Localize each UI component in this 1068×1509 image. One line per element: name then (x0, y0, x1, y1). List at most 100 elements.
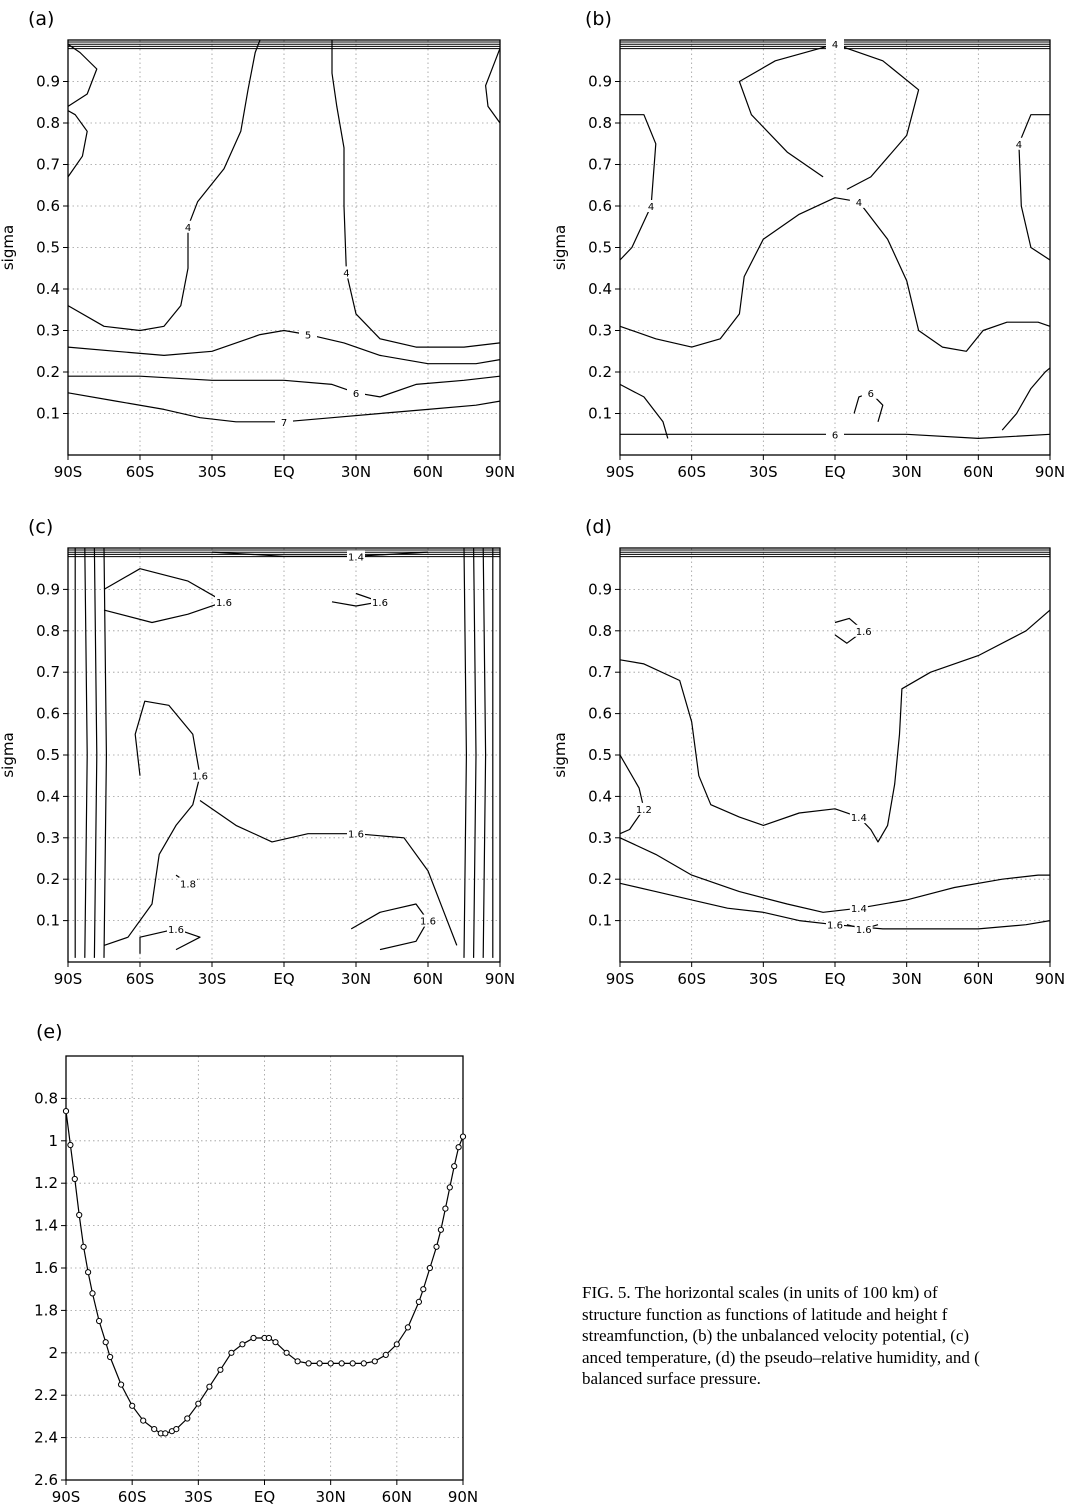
y-tick-label: 2.4 (34, 1429, 58, 1447)
contour-label-bg (337, 266, 356, 279)
y-tick-label: 0.5 (36, 746, 60, 764)
y-tick-label: 0.8 (36, 622, 60, 640)
y-tick-label: 0.3 (36, 322, 60, 340)
contour-label: 1.4 (348, 552, 364, 563)
data-point (239, 1341, 246, 1348)
y-tick-label: 0.1 (36, 405, 60, 423)
contour-label: 1.6 (348, 830, 364, 841)
plot-frame (67, 39, 501, 456)
contour-label-bg (347, 550, 365, 563)
x-tick-label: 60S (126, 970, 155, 988)
x-tick-label: 60N (963, 463, 993, 481)
data-point (71, 1175, 78, 1183)
y-tick-label: 1.2 (34, 1174, 58, 1192)
contour-line (84, 547, 88, 958)
data-point (85, 1269, 92, 1276)
data-point (195, 1400, 202, 1407)
x-tick-label: 90S (606, 970, 635, 988)
x-tick-label: 30N (316, 1488, 346, 1506)
data-point (420, 1286, 427, 1293)
y-axis-label: sigma (551, 732, 569, 777)
caption-line: anced temperature, (d) the pseudo–relati… (582, 1347, 980, 1367)
y-tick-label: 1.6 (34, 1259, 58, 1277)
data-point (442, 1205, 449, 1212)
contour-label: 6 (832, 430, 838, 441)
contour-label: 1.6 (168, 925, 184, 936)
contour-label-bg (634, 802, 653, 815)
contour-line (463, 547, 467, 958)
data-point (162, 1430, 169, 1437)
x-tick-label: 30S (184, 1488, 213, 1506)
y-tick-label: 0.2 (588, 363, 612, 381)
contour-line (67, 110, 88, 178)
x-tick-label: 30N (892, 463, 922, 481)
y-tick-label: 0.2 (36, 870, 60, 888)
contour-label-bg (299, 328, 317, 341)
contour-label: 1.6 (216, 598, 232, 609)
data-point (437, 1226, 444, 1233)
figure-caption: FIG. 5. The horizontal scales (in units … (582, 1282, 1068, 1390)
x-tick-label: 30S (749, 463, 778, 481)
data-point (173, 1426, 180, 1433)
y-tick-label: 0.3 (588, 322, 612, 340)
contour-line (619, 609, 1051, 843)
x-tick-label: 30N (341, 463, 371, 481)
contour-line (473, 547, 477, 958)
y-tick-label: 0.3 (588, 829, 612, 847)
data-point (451, 1163, 458, 1170)
contour-label: 1.6 (856, 925, 872, 936)
contour-label-bg (826, 918, 844, 931)
contour-label-bg (371, 595, 389, 608)
contour-line (331, 40, 501, 348)
data-point (305, 1360, 312, 1367)
y-tick-label: 0.8 (588, 114, 612, 132)
y-tick-label: 0.5 (588, 746, 612, 764)
chart-panel-b: (b) 90S 60S 30S EQ 30N 60N 90N 0.1 0.2 0.3 0.4 0.5 0.… (551, 8, 1065, 481)
data-point (349, 1360, 356, 1367)
contour-label-bg (1009, 137, 1028, 150)
data-point (272, 1339, 279, 1346)
x-tick-label: 90S (52, 1488, 81, 1506)
data-point (393, 1341, 400, 1348)
data-point (151, 1426, 158, 1433)
contour-label: 1.4 (851, 813, 867, 824)
contour-label: 1.6 (420, 917, 436, 928)
contour-label-bg (275, 415, 293, 428)
y-tick-label: 0.9 (36, 73, 60, 91)
data-point (102, 1339, 109, 1346)
panel-label: (e) (36, 1021, 63, 1043)
caption-line: structure function as functions of latit… (582, 1304, 948, 1324)
contour-line (67, 39, 261, 332)
contour-label-bg (826, 38, 844, 51)
x-tick-label: 90S (54, 463, 83, 481)
data-point (459, 1133, 467, 1140)
data-point (433, 1243, 440, 1250)
contour-line (103, 547, 107, 958)
contour-line (103, 568, 225, 624)
data-point (294, 1358, 301, 1365)
data-point (360, 1360, 367, 1367)
contour-label: 4 (856, 198, 862, 209)
x-tick-label: EQ (254, 1488, 275, 1506)
y-tick-label: 1.8 (34, 1301, 58, 1319)
contour-label-bg (179, 220, 197, 233)
contour-label: 1.6 (827, 921, 843, 932)
y-tick-label: 0.4 (588, 787, 612, 805)
data-point (371, 1358, 378, 1365)
y-tick-label: 0.9 (36, 580, 60, 598)
contour-label-bg (642, 200, 661, 212)
x-tick-label: 30S (198, 463, 227, 481)
y-tick-label: 1 (48, 1132, 58, 1150)
contour-label: 1.4 (851, 904, 867, 915)
contour-label-bg (849, 195, 868, 208)
data-point (206, 1383, 213, 1390)
contour-line (619, 754, 645, 835)
data-point (118, 1381, 125, 1388)
x-tick-label: 90S (606, 463, 635, 481)
data-point (455, 1144, 462, 1151)
data-point (415, 1298, 422, 1306)
data-point (62, 1108, 70, 1115)
contour-label: 4 (343, 268, 349, 279)
x-tick-label: 60N (963, 970, 993, 988)
